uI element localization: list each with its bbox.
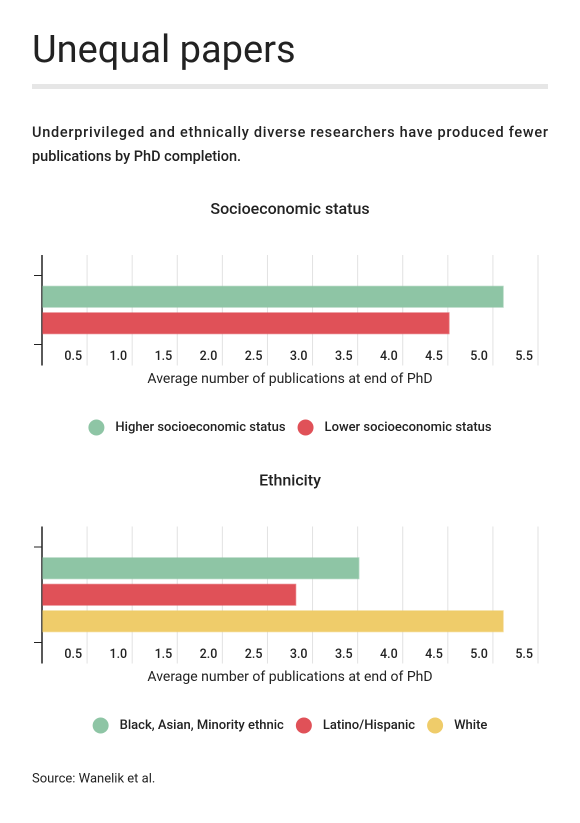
x-tick-label: 4.0 xyxy=(380,349,398,364)
legend-label: White xyxy=(454,718,487,733)
legend-label: Higher socioeconomic status xyxy=(115,420,285,435)
x-tick-label: 0.5 xyxy=(64,647,82,662)
description: publications by PhD completion. xyxy=(32,148,241,165)
x-tick-label: 1.5 xyxy=(155,647,173,662)
legend-marker xyxy=(297,419,314,436)
x-tick-label: 1.0 xyxy=(109,349,127,364)
x-tick-label: 0.5 xyxy=(64,349,82,364)
bar xyxy=(42,285,504,308)
x-tick-label: 4.0 xyxy=(380,647,398,662)
x-tick-label: 5.5 xyxy=(515,647,533,662)
bar xyxy=(42,610,504,633)
x-tick-label: 1.0 xyxy=(109,647,127,662)
page-title: Unequal papers xyxy=(32,28,296,72)
bar xyxy=(42,583,297,606)
bar xyxy=(42,557,360,580)
x-tick-label: 1.5 xyxy=(155,349,173,364)
legend-label: Latino/Hispanic xyxy=(323,718,415,733)
x-tick-label: 5.5 xyxy=(515,349,533,364)
x-tick-label: 4.5 xyxy=(425,349,443,364)
x-axis-label: Average number of publications at end of… xyxy=(147,371,432,387)
x-tick-label: 3.0 xyxy=(290,349,308,364)
x-tick-label: 2.5 xyxy=(245,647,263,662)
x-tick-label: 2.0 xyxy=(200,647,218,662)
legend-label: Lower socioeconomic status xyxy=(325,420,492,435)
x-tick-label: 2.0 xyxy=(200,349,218,364)
legend-marker xyxy=(88,419,105,436)
x-tick-label: 3.5 xyxy=(335,349,353,364)
x-tick-label: 3.0 xyxy=(290,647,308,662)
x-tick-label: 5.0 xyxy=(470,647,488,662)
chart-title: Socioeconomic status xyxy=(210,199,369,218)
source: Source: Wanelik et al. xyxy=(32,771,155,786)
legend-marker xyxy=(295,717,312,734)
legend-label: Black, Asian, Minority ethnic xyxy=(120,718,284,733)
x-tick-label: 2.5 xyxy=(245,349,263,364)
x-axis-label: Average number of publications at end of… xyxy=(147,669,432,685)
chart-title: Ethnicity xyxy=(259,471,321,490)
bar xyxy=(42,312,450,335)
x-tick-label: 4.5 xyxy=(425,647,443,662)
description: Underprivileged and ethnically diverse r… xyxy=(32,124,548,141)
x-tick-label: 3.5 xyxy=(335,647,353,662)
title-rule xyxy=(32,84,548,89)
x-tick-label: 5.0 xyxy=(470,349,488,364)
legend-marker xyxy=(427,717,444,734)
legend-marker xyxy=(92,717,109,734)
